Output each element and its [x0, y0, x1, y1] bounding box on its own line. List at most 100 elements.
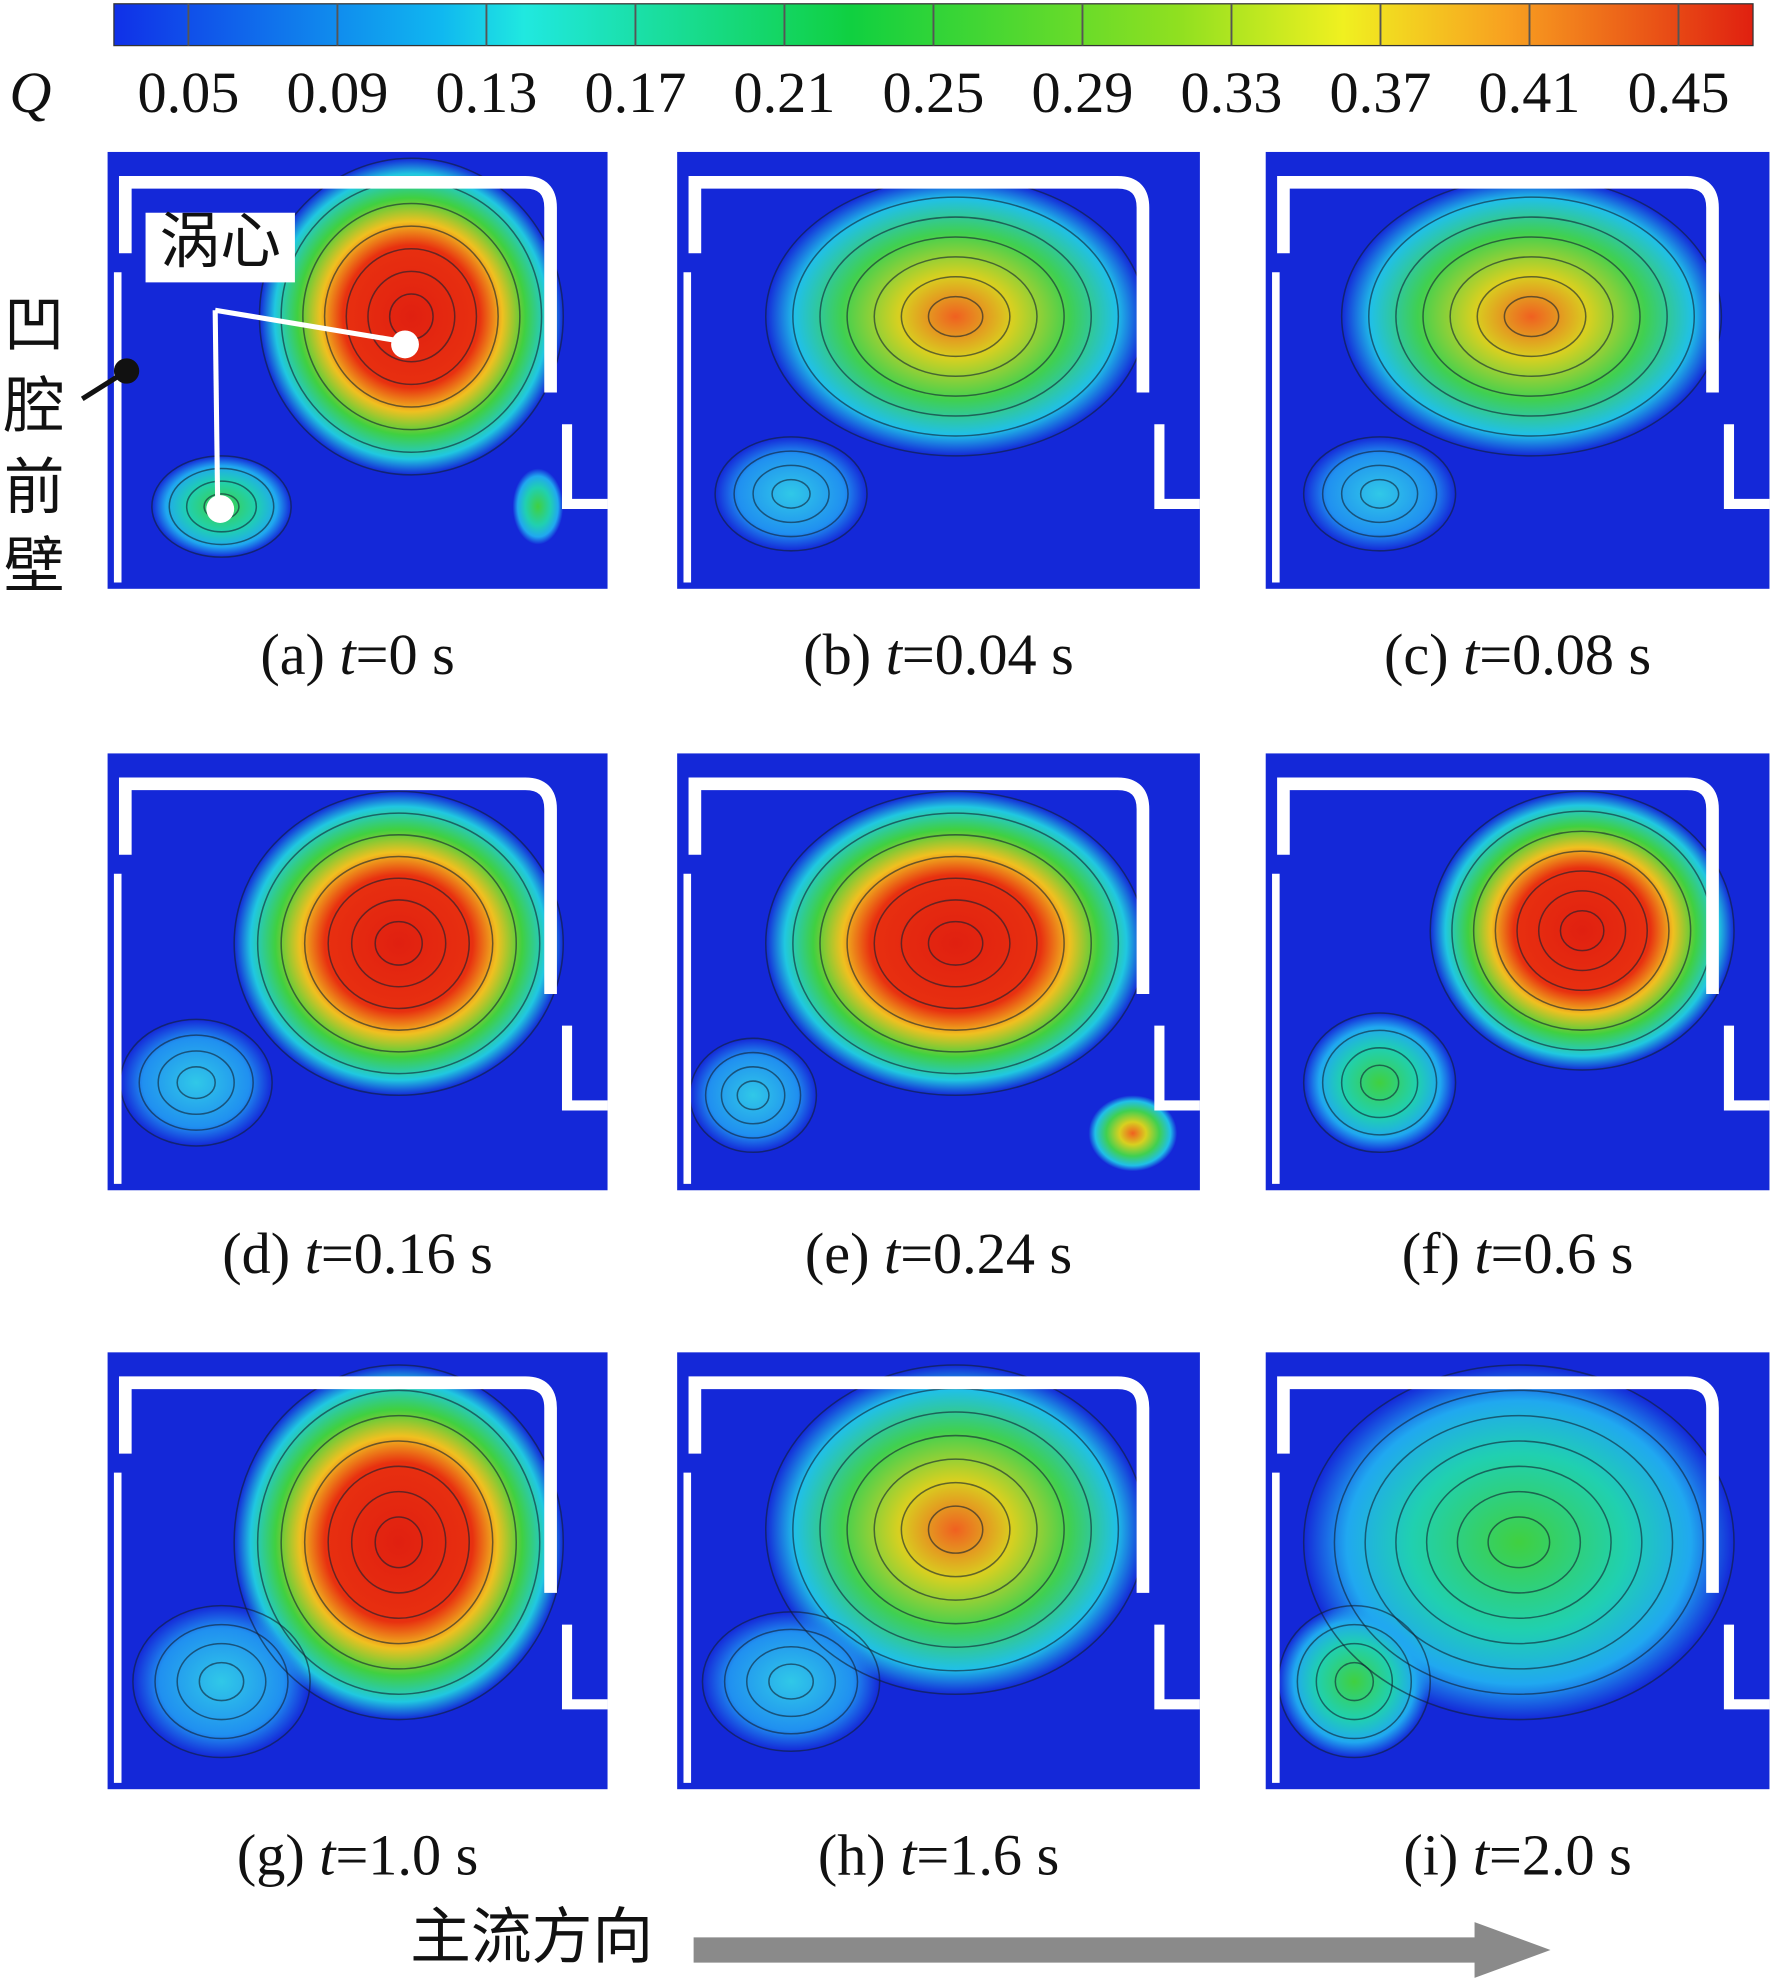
streamline: [280, 834, 517, 1053]
caption-part: =2.0 s: [1489, 1823, 1632, 1888]
streamline: [350, 899, 447, 988]
caption-part: t: [886, 622, 904, 687]
streamline: [746, 1645, 837, 1718]
streamline: [1302, 1364, 1735, 1721]
streamline: [1476, 276, 1587, 358]
vortex-region: [259, 158, 564, 475]
streamline: [367, 270, 456, 363]
streamline: [1472, 830, 1692, 1031]
streamline: [233, 1364, 565, 1721]
caption-part: =0.04 s: [902, 622, 1074, 687]
streamline: [900, 1481, 1011, 1578]
wall-label-char: 前: [4, 455, 65, 522]
colorbar: Q 0.05 0.09 0.13 0.17 0.21 0.25 0.29 0.33 0.37 0.…: [9, 3, 1754, 125]
streamline: [1516, 870, 1648, 992]
cavity-wall: [1154, 424, 1200, 510]
colorbar-tick-label: 0.41: [1479, 60, 1581, 125]
streamline: [1487, 1516, 1551, 1569]
streamline: [327, 1465, 470, 1620]
streamline: [846, 1434, 1065, 1625]
streamline: [256, 1389, 541, 1695]
colorbar-tick-label: 0.45: [1628, 60, 1730, 125]
streamline: [374, 920, 423, 966]
streamline: [1315, 1642, 1394, 1721]
vortex-region: [715, 436, 868, 551]
panel-caption: (e) t=0.24 s: [805, 1221, 1072, 1286]
caption-part: (c): [1384, 622, 1463, 687]
streamline: [819, 216, 1092, 417]
contour-panel: [107, 1352, 608, 1790]
streamline: [176, 1642, 267, 1721]
caption-part: (d): [222, 1221, 304, 1286]
streamline: [256, 812, 541, 1075]
caption-part: =0.08 s: [1479, 622, 1651, 687]
cavity-wall: [561, 1624, 608, 1710]
streamline: [1425, 1465, 1612, 1620]
cavity-wall: [1154, 1025, 1200, 1111]
vortex-dot: [391, 330, 419, 359]
streamline: [1296, 1623, 1413, 1740]
panel-caption: (c) t=0.08 s: [1384, 622, 1651, 687]
streamline: [736, 1080, 770, 1111]
caption-part: (a): [260, 622, 339, 687]
contour-panel: [1265, 151, 1770, 589]
streamline: [350, 1490, 447, 1594]
vortex-region: [1303, 1012, 1456, 1153]
streamline: [138, 1034, 254, 1131]
streamline: [714, 436, 868, 552]
caption-part: t: [884, 1221, 902, 1286]
vortex-region: [689, 1038, 817, 1153]
streamline: [1359, 1064, 1400, 1101]
streamline: [1340, 464, 1419, 524]
panel-caption: (a) t=0 s: [260, 622, 454, 687]
cavity-wall: [688, 176, 1150, 393]
vortex-region: [1430, 791, 1735, 1070]
cavity-wall: [1723, 1624, 1770, 1710]
colorbar-tick-label: 0.05: [137, 60, 239, 125]
pointer-line: [212, 310, 221, 507]
streamline: [846, 236, 1065, 397]
wall-label-char: 凹: [4, 293, 65, 360]
panel-caption: (f) t=0.6 s: [1402, 1221, 1634, 1286]
streamline: [768, 1663, 814, 1700]
streamline: [927, 920, 984, 966]
streamline: [927, 1505, 984, 1554]
contour-panel: [1265, 753, 1770, 1191]
streamline: [345, 247, 478, 386]
streamline: [1302, 436, 1457, 552]
streamline: [1333, 1389, 1705, 1695]
streamline: [771, 478, 811, 509]
streamline: [1494, 850, 1670, 1012]
streamline: [1359, 478, 1400, 509]
streamline: [900, 899, 1011, 988]
caption-part: t: [1474, 1221, 1492, 1286]
caption-part: t: [900, 1823, 918, 1888]
panel-caption: (d) t=0.16 s: [222, 1221, 493, 1286]
vortex-region: [1341, 177, 1722, 456]
cavity-wall: [1277, 176, 1719, 393]
streamline: [1503, 295, 1560, 338]
contour-panel: [107, 753, 608, 1191]
vortex-dot: [206, 495, 235, 523]
streamline: [1559, 910, 1605, 952]
streamline: [323, 225, 499, 408]
caption-part: t: [319, 1823, 337, 1888]
streamline: [168, 467, 275, 546]
vortex-region: [1088, 1095, 1178, 1172]
caption-part: t: [1463, 622, 1481, 687]
streamline: [1456, 1490, 1582, 1594]
vortex-region: [234, 1365, 564, 1720]
cavity-wall: [118, 1376, 557, 1593]
cavity-wall: [1723, 1025, 1770, 1111]
streamline: [374, 1516, 423, 1569]
streamline: [819, 834, 1092, 1053]
vortex-region: [1303, 436, 1456, 551]
colorbar-tick-label: 0.13: [436, 60, 538, 125]
vortex-core-label: 涡心: [159, 209, 280, 276]
streamline: [1334, 1661, 1375, 1702]
streamline: [280, 1414, 517, 1670]
panels: (a) t=0 s (b) t=0.04 s (c) t=0.08 s(d) t=0…: [107, 151, 1770, 1888]
vortex-region: [702, 1611, 880, 1752]
streamline: [1537, 890, 1627, 972]
cavity-wall: [1154, 1624, 1200, 1710]
